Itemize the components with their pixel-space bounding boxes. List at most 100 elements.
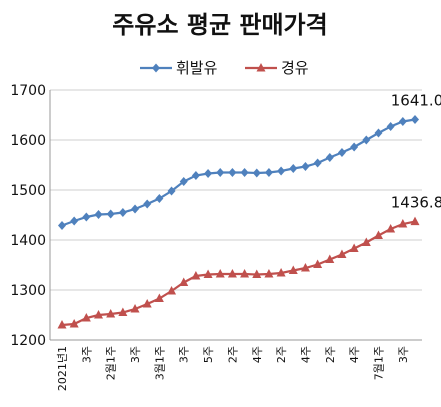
y-axis: 1200 1300 1400 1500 1600 1700 [10, 83, 422, 349]
x-axis: 2021년1 3주 2월1주 3주 3월1주 3주 5주 2주 4주 2주 4주 2주 4주 7월1주 3주 [56, 346, 410, 391]
data-label: 1436.8 [391, 194, 441, 212]
data-point [337, 148, 346, 157]
data-point [215, 269, 225, 278]
data-point [167, 286, 177, 295]
x-tick-label: 3주 [129, 346, 142, 363]
data-point [325, 254, 335, 263]
data-point [325, 153, 334, 162]
series-0 [58, 115, 419, 230]
data-point [313, 259, 323, 268]
series-line [61, 220, 416, 327]
data-point [386, 122, 395, 131]
data-point [228, 168, 237, 177]
data-point [264, 168, 273, 177]
data-point [337, 249, 347, 258]
data-point [57, 320, 67, 329]
x-tick-label: 2주 [324, 346, 337, 363]
data-point [216, 168, 225, 177]
data-point [118, 307, 128, 316]
legend-item: 휘발유 [140, 59, 218, 77]
data-point [256, 63, 266, 72]
data-point [130, 304, 140, 313]
data-point [264, 269, 274, 278]
x-tick-label: 3주 [397, 346, 410, 363]
data-point [411, 115, 419, 124]
data-point [227, 269, 237, 278]
data-point [154, 293, 164, 302]
data-point [301, 162, 310, 171]
data-point [94, 210, 103, 219]
data-point [106, 309, 116, 318]
data-point [204, 169, 213, 178]
x-tick-label: 4주 [299, 346, 312, 363]
data-point [398, 117, 407, 126]
data-point [300, 263, 310, 272]
data-point [106, 209, 115, 219]
data-point [118, 208, 127, 217]
data-point [362, 135, 371, 145]
data-point [191, 271, 201, 280]
data-point [82, 212, 91, 222]
x-tick-label: 2021년1 [56, 346, 69, 391]
data-label: 1641.0 [391, 92, 441, 110]
data-point [252, 269, 262, 278]
x-tick-label: 3월1주 [153, 346, 166, 380]
data-point [313, 158, 322, 168]
x-tick-label: 2주 [275, 346, 288, 363]
data-point [410, 216, 420, 226]
data-point [203, 269, 213, 278]
data-point [386, 224, 396, 233]
data-point [94, 310, 104, 319]
x-tick-label: 4주 [251, 346, 264, 363]
data-point [179, 277, 189, 286]
x-tick-label: 4주 [348, 346, 361, 363]
y-tick-label: 1600 [10, 133, 46, 149]
y-tick-label: 1400 [10, 233, 46, 249]
data-labels: 1641.0 1436.8 [391, 92, 441, 212]
legend-label: 경유 [281, 59, 309, 77]
data-point [288, 265, 298, 274]
data-point [58, 221, 66, 230]
data-point [142, 299, 152, 308]
data-point [191, 171, 200, 180]
x-tick-label: 2월1주 [105, 346, 118, 380]
data-point [167, 186, 176, 196]
data-point [289, 164, 298, 173]
data-point [374, 128, 383, 138]
data-point [349, 243, 359, 252]
y-tick-label: 1300 [10, 283, 46, 299]
x-tick-label: 7월1주 [372, 346, 385, 380]
data-point [152, 63, 160, 73]
x-tick-label: 2주 [226, 346, 239, 363]
data-point [373, 230, 383, 239]
y-tick-label: 1200 [10, 333, 46, 349]
x-tick-label: 3주 [178, 346, 191, 363]
legend-item: 경유 [245, 59, 309, 77]
data-point [70, 216, 79, 226]
legend-label: 휘발유 [176, 59, 218, 77]
data-point [361, 237, 371, 246]
y-tick-label: 1700 [10, 83, 46, 99]
data-point [240, 168, 249, 177]
x-tick-label: 3주 [80, 346, 93, 363]
legend: 휘발유 경유 [140, 59, 309, 77]
data-point [179, 177, 188, 186]
series-1 [57, 216, 420, 329]
data-point [277, 166, 286, 176]
data-point [240, 269, 250, 278]
series-line [61, 118, 416, 227]
data-point [131, 204, 140, 214]
data-point [276, 268, 286, 277]
data-point [155, 194, 164, 203]
chart-title: 주유소 평균 판매가격 [112, 11, 327, 39]
y-tick-label: 1500 [10, 183, 46, 199]
series-layer [57, 115, 420, 329]
data-point [252, 168, 261, 178]
data-point [81, 313, 91, 322]
data-point [350, 142, 359, 152]
data-point [398, 219, 408, 228]
data-point [69, 319, 79, 328]
x-tick-label: 5주 [202, 346, 215, 363]
